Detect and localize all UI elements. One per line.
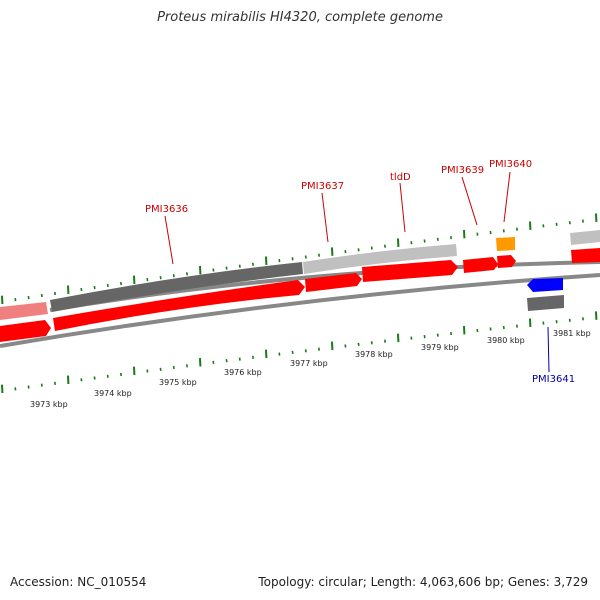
kbp-label: 3973 kbp (30, 400, 68, 409)
gene-label: PMI3641 (532, 374, 575, 385)
kbp-label: 3975 kbp (159, 378, 197, 387)
feature-light-gray-1 (303, 244, 457, 274)
map-title: Proteus mirabilis HI4320, complete genom… (157, 10, 443, 25)
feature-pink (0, 302, 48, 320)
gene-arrow (0, 320, 51, 342)
label-connectors (164, 171, 550, 373)
gene-arrow (571, 248, 600, 263)
gene-arrow-blue (527, 278, 563, 292)
topology-text: Topology: circular; Length: 4,063,606 bp… (258, 575, 588, 589)
kbp-label: 3974 kbp (94, 389, 132, 398)
kbp-label: 3980 kbp (487, 336, 525, 345)
tick-row-upper (1, 213, 598, 305)
gene-label: PMI3637 (301, 181, 344, 192)
tick-row-lower (1, 311, 598, 394)
feature-light-gray-2 (570, 230, 600, 245)
gene-arrow (497, 255, 516, 268)
kbp-label: 3979 kbp (421, 343, 459, 352)
kbp-label: 3977 kbp (290, 359, 328, 368)
accession-text: Accession: NC_010554 (10, 575, 147, 589)
gene-label: PMI3636 (145, 204, 188, 215)
gene-label: tldD (390, 172, 411, 183)
feature-orange (496, 237, 515, 251)
gene-arrow (463, 257, 498, 273)
backbone-line-lower (0, 273, 600, 348)
gene-label: PMI3639 (441, 165, 484, 176)
gene-arrow (362, 260, 458, 282)
feature-dark-gray-small (527, 295, 564, 311)
feature-dark-gray (50, 262, 303, 312)
kbp-label: 3976 kbp (224, 368, 262, 377)
gene-arrow (305, 273, 362, 292)
kbp-label: 3981 kbp (553, 329, 591, 338)
gene-label: PMI3640 (489, 159, 532, 170)
gene-arrow (53, 280, 305, 331)
kbp-label: 3978 kbp (355, 350, 393, 359)
